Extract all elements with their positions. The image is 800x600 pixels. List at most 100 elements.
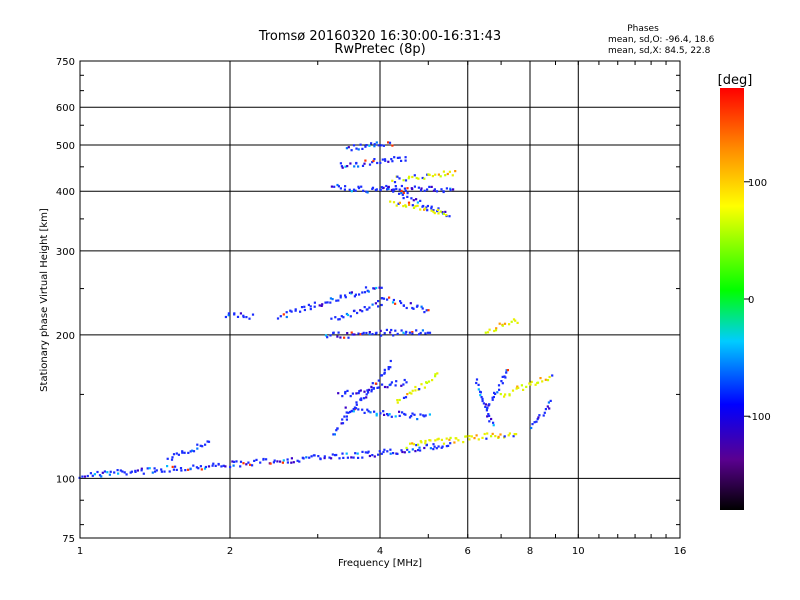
- data-point: [416, 418, 419, 421]
- data-point: [449, 187, 452, 190]
- data-point: [544, 378, 547, 381]
- chart-title: Tromsø 20160320 16:30:00-16:31:43: [258, 29, 501, 44]
- data-point: [400, 449, 403, 452]
- data-point: [340, 165, 343, 168]
- data-point: [160, 470, 163, 473]
- data-point: [217, 462, 220, 466]
- data-point: [232, 464, 235, 467]
- data-point: [411, 442, 414, 445]
- data-point: [400, 159, 403, 162]
- data-point: [508, 393, 511, 396]
- data-point: [365, 144, 368, 147]
- data-point: [361, 310, 364, 313]
- data-point: [171, 456, 174, 459]
- data-point: [313, 301, 316, 304]
- data-point: [377, 300, 380, 303]
- data-point: [354, 452, 357, 455]
- data-point: [382, 410, 385, 413]
- data-point: [431, 379, 434, 382]
- y-tick-label: 200: [56, 331, 75, 342]
- data-point: [402, 396, 406, 399]
- data-point: [400, 329, 403, 332]
- data-point: [403, 451, 406, 454]
- data-point: [547, 401, 550, 404]
- data-point: [546, 405, 549, 408]
- data-point: [174, 465, 177, 468]
- data-point: [492, 395, 495, 399]
- data-point: [411, 448, 414, 451]
- data-point: [441, 211, 444, 214]
- stats-line-o: mean, sd,O: -96.4, 18.6: [608, 35, 715, 45]
- data-point: [367, 388, 370, 391]
- data-point: [497, 384, 501, 387]
- data-point: [308, 456, 311, 459]
- data-point: [350, 331, 353, 334]
- data-point: [389, 366, 392, 369]
- data-point: [166, 457, 169, 460]
- data-point: [183, 451, 186, 454]
- data-point: [488, 414, 491, 417]
- data-point: [387, 160, 390, 163]
- data-point: [369, 411, 372, 414]
- data-point: [419, 449, 422, 452]
- data-point: [100, 475, 103, 478]
- data-point: [536, 381, 540, 384]
- data-point: [341, 422, 345, 425]
- data-point: [390, 381, 393, 384]
- x-tick-label: 8: [527, 546, 533, 557]
- data-point: [324, 301, 327, 304]
- data-point: [357, 392, 360, 395]
- data-point: [504, 393, 507, 396]
- data-point: [214, 464, 217, 467]
- data-point: [363, 291, 367, 294]
- data-point: [333, 185, 336, 188]
- data-point: [195, 466, 198, 469]
- data-point: [414, 450, 417, 453]
- data-point: [424, 414, 427, 417]
- data-point: [416, 201, 419, 204]
- data-point: [330, 185, 333, 188]
- data-point: [285, 311, 288, 314]
- data-point: [380, 303, 383, 307]
- data-point: [360, 185, 363, 188]
- data-point: [423, 208, 426, 211]
- data-point: [249, 463, 252, 466]
- data-point: [491, 396, 494, 399]
- data-point: [380, 452, 383, 455]
- data-point: [405, 330, 408, 333]
- data-point: [415, 329, 418, 332]
- data-point: [388, 141, 392, 144]
- data-point: [336, 183, 339, 187]
- data-point: [411, 204, 414, 207]
- data-point: [367, 391, 370, 394]
- data-point: [265, 458, 268, 461]
- data-point: [383, 368, 386, 371]
- data-point: [365, 331, 368, 335]
- data-point: [364, 145, 367, 148]
- data-point: [197, 467, 200, 470]
- data-point: [475, 378, 479, 381]
- data-point: [394, 384, 397, 387]
- data-point: [481, 399, 484, 403]
- data-point: [350, 410, 353, 413]
- data-point: [321, 303, 324, 306]
- data-point: [382, 450, 385, 454]
- data-point: [444, 174, 447, 177]
- data-point: [374, 302, 377, 305]
- data-point: [436, 208, 439, 211]
- data-point: [404, 189, 407, 192]
- data-point: [429, 447, 432, 450]
- data-point: [464, 435, 467, 438]
- data-point: [207, 465, 211, 468]
- data-point: [372, 387, 375, 390]
- data-point: [398, 201, 401, 204]
- data-point: [437, 207, 440, 210]
- data-point: [414, 389, 417, 392]
- data-point: [347, 411, 350, 414]
- data-point: [317, 455, 320, 458]
- data-point: [398, 177, 401, 180]
- data-point: [488, 403, 491, 406]
- data-point: [364, 451, 367, 454]
- data-point: [352, 408, 355, 411]
- data-point: [395, 380, 398, 383]
